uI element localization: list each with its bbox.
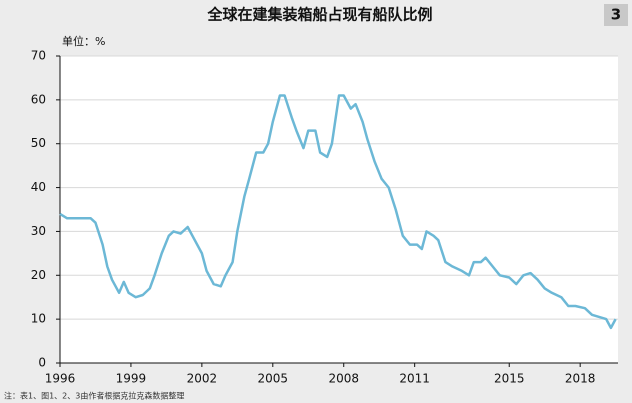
y-tick-label: 30 — [31, 224, 46, 238]
y-tick-label: 40 — [31, 180, 46, 194]
plot-area — [60, 56, 618, 363]
x-tick-label: 1996 — [45, 372, 76, 386]
y-tick-label: 0 — [38, 356, 46, 370]
y-tick-label: 70 — [31, 49, 46, 63]
x-tick-label: 2002 — [187, 372, 218, 386]
x-tick-label: 2005 — [258, 372, 289, 386]
y-tick-label: 10 — [31, 312, 46, 326]
badge-box — [604, 4, 628, 26]
note: 注：表1、图1、2、3由作者根据克拉克森数据整理 — [4, 391, 184, 401]
series-line — [59, 94, 617, 330]
y-tick-label: 20 — [31, 268, 46, 282]
x-tick-label: 1999 — [116, 372, 147, 386]
x-tick-label: 2018 — [565, 372, 596, 386]
x-tick-label: 2015 — [494, 372, 525, 386]
unit-label: 单位：% — [62, 34, 105, 48]
x-tick-label: 2008 — [328, 372, 359, 386]
y-tick-label: 50 — [31, 136, 46, 150]
x-tick-label: 2011 — [399, 372, 430, 386]
badge: 3 — [611, 6, 621, 24]
y-tick-label: 60 — [31, 92, 46, 106]
chart-title: 全球在建集装箱船占现有船队比例 — [206, 6, 432, 24]
